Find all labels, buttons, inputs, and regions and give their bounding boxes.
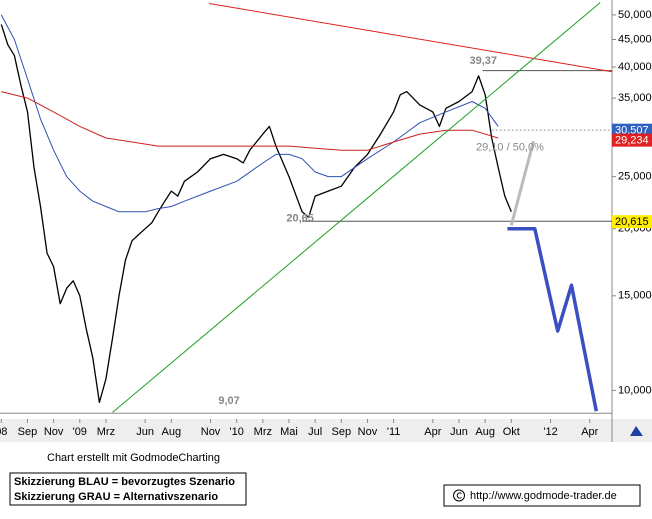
price-tag-label: 20,615 (615, 216, 649, 228)
annotation: 20,65 (286, 212, 314, 224)
x-tick-label: Jun (450, 426, 468, 438)
series-line (507, 226, 599, 412)
y-tick-label: 40,000 (618, 61, 652, 73)
x-tick-label: Aug (162, 426, 182, 438)
website: http://www.godmode-trader.de (470, 490, 617, 502)
x-tick-label: Apr (581, 426, 598, 438)
series-line (112, 2, 601, 413)
x-tick-label: Mrz (254, 426, 272, 438)
x-tick-label: Sep (332, 426, 352, 438)
price-tag-label: 30,507 (615, 125, 649, 137)
price-tag (612, 215, 652, 229)
y-tick-label: 35,000 (618, 92, 652, 104)
annotation: 39,37 (469, 55, 497, 67)
x-tick-label: '10 (230, 426, 244, 438)
series-line (509, 140, 535, 226)
y-tick-label: 50,000 (618, 9, 652, 21)
x-tick-label: Mai (280, 426, 298, 438)
x-tick-label: '09 (73, 426, 87, 438)
x-tick-label: Jun (136, 426, 154, 438)
x-tick-label: '11 (387, 426, 401, 438)
y-tick-label: 25,000 (618, 171, 652, 183)
legend-box (9, 472, 247, 506)
x-tick-label: 08 (0, 426, 7, 438)
x-tick-label: Mrz (97, 426, 115, 438)
footer: Chart erstellt mit GodmodeCharting (47, 452, 220, 464)
corner-icon (630, 426, 643, 436)
series-line (1, 91, 499, 151)
y-tick-label: 10,000 (618, 384, 652, 396)
x-tick-label: Aug (475, 426, 495, 438)
x-tick-label: Nov (201, 426, 221, 438)
x-tick-label: Apr (424, 426, 441, 438)
annotation: 29,10 / 50,0% (476, 142, 544, 154)
website-box (443, 484, 641, 507)
y-tick-label: 45,000 (618, 33, 652, 45)
x-tick-label: Okt (503, 426, 520, 438)
legend-line: Skizzierung BLAU = bevorzugtes Szenario (14, 476, 235, 488)
x-tick-label: Sep (18, 426, 38, 438)
copyright-icon (456, 492, 462, 499)
x-tick-label: Nov (358, 426, 378, 438)
x-axis-strip (0, 419, 652, 442)
x-tick-label: Nov (44, 426, 64, 438)
y-tick-label: 15,000 (618, 290, 652, 302)
x-tick-label: '12 (543, 426, 557, 438)
price-tag (612, 123, 652, 137)
price-tag-label: 29,234 (615, 135, 649, 147)
legend-line: Skizzierung GRAU = Alternativszenario (14, 491, 218, 503)
x-tick-label: Jul (308, 426, 322, 438)
price-tag (612, 133, 652, 147)
annotation: 9,07 (218, 395, 239, 407)
copyright-icon (453, 489, 465, 502)
series-line (209, 3, 613, 73)
series-line (0, 24, 512, 404)
